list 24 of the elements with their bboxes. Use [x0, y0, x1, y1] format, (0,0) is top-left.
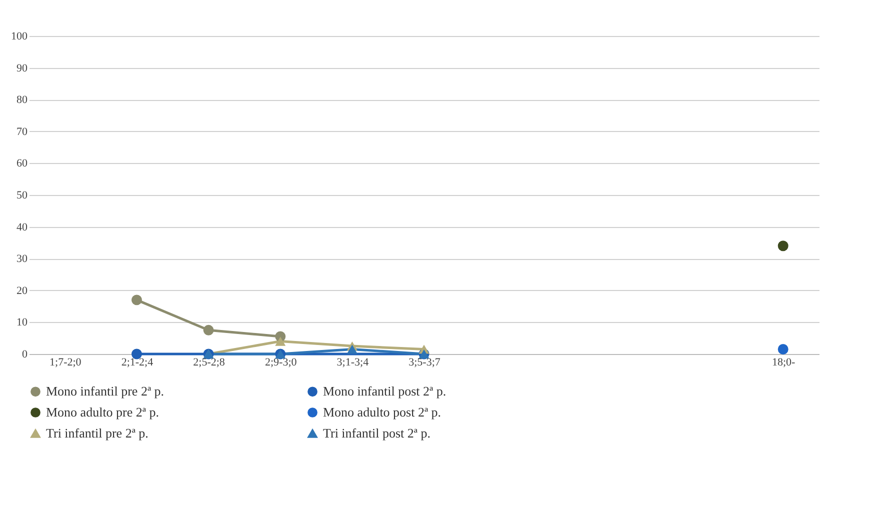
- x-tick-label: 2;1-2;4: [121, 356, 154, 368]
- legend-label: Tri infantil pre 2ª p.: [46, 426, 148, 440]
- x-tick-label: 3;5-3;7: [408, 356, 441, 368]
- legend-label: Mono adulto pre 2ª p.: [46, 404, 159, 420]
- y-tick-label: 10: [16, 316, 28, 329]
- y-tick-label: 50: [16, 190, 28, 202]
- x-tick-label: 3;1-3;4: [336, 356, 370, 368]
- y-tick-label: 80: [16, 94, 28, 106]
- x-tick-label: 2;9-3;0: [264, 356, 298, 368]
- y-tick-label: 0: [22, 348, 28, 360]
- legend-label: Mono infantil post 2ª p.: [323, 384, 446, 399]
- legend-label: Mono adulto post 2ª p.: [323, 404, 442, 420]
- x-tick-label: 1;7-2;0: [50, 356, 82, 368]
- y-tick-label: 70: [16, 126, 28, 138]
- y-tick-label: 100: [11, 30, 28, 42]
- x-tick-label: 2;5-2;8: [193, 356, 226, 368]
- x-tick-label: 18;0-: [772, 356, 796, 368]
- y-tick-label: 20: [16, 284, 28, 297]
- y-tick-label: 30: [16, 253, 28, 266]
- y-tick-label: 90: [16, 62, 28, 74]
- y-tick-label: 60: [16, 158, 28, 170]
- legend-label: Tri infantil post 2ª p.: [323, 426, 430, 440]
- legend-label: Mono infantil pre 2ª p.: [46, 384, 164, 399]
- y-tick-label: 40: [16, 221, 28, 234]
